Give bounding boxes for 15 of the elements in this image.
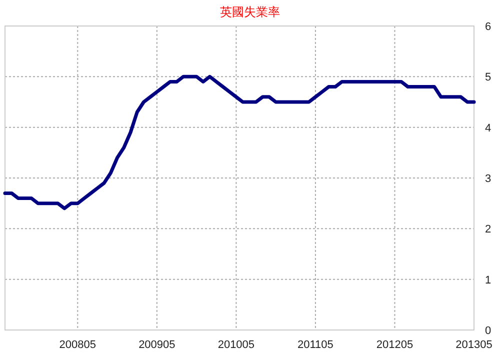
x-tick-label: 200905 xyxy=(138,339,176,351)
y-tick-label: 1 xyxy=(484,274,492,286)
y-tick-label: 6 xyxy=(484,21,492,33)
x-tick-label: 201305 xyxy=(456,339,492,351)
y-tick-label: 5 xyxy=(484,72,492,84)
y-tick-label: 0 xyxy=(484,325,492,337)
x-tick-label: 201105 xyxy=(298,339,334,351)
line-series xyxy=(3,74,476,210)
x-tick-label: 200805 xyxy=(59,339,96,351)
x-tick-label: 201005 xyxy=(218,339,255,351)
y-tick-label: 2 xyxy=(484,224,492,236)
y-tick-label: 4 xyxy=(484,122,492,134)
y-tick-label: 3 xyxy=(484,173,492,185)
chart-title: 英國失業率 xyxy=(220,5,280,19)
x-tick-label: 201205 xyxy=(376,339,414,351)
